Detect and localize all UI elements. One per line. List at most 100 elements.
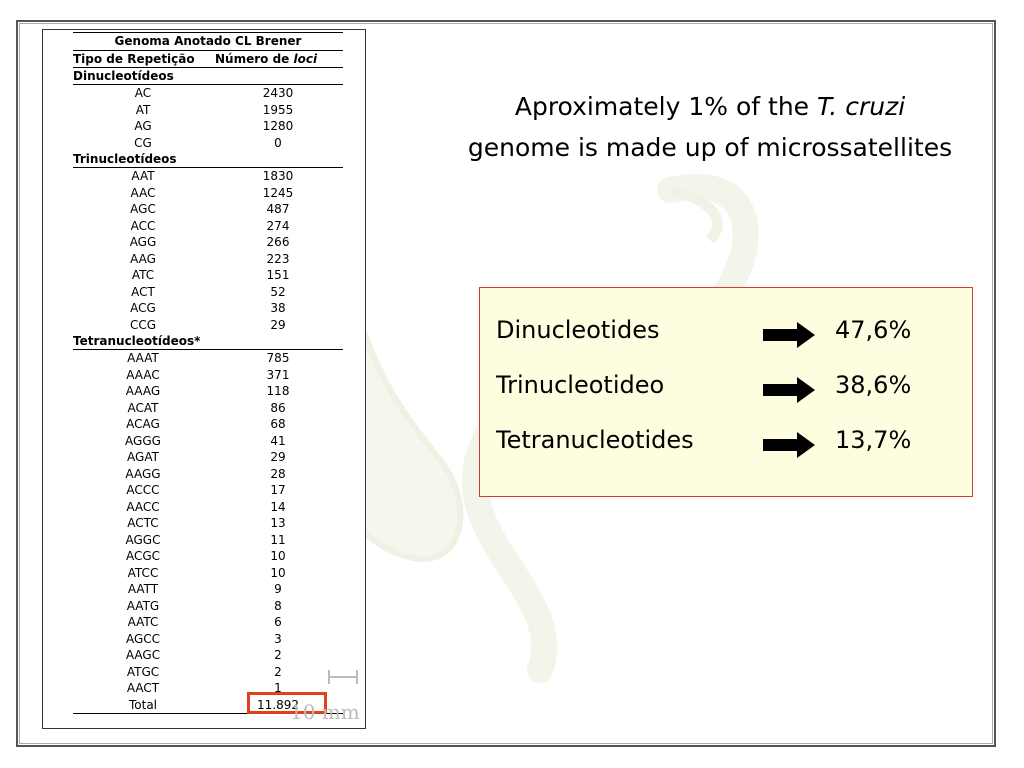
table-row: AG 1280 (73, 118, 343, 135)
total-value: 11.892 (257, 697, 299, 712)
headline-line2: genome is made up of microssatellites (467, 133, 953, 162)
table-row: CCG 29 (73, 317, 343, 334)
repeat-type-cell: ATCC (127, 565, 159, 580)
right-arrow-icon (763, 322, 815, 348)
loci-count-cell: 151 (266, 268, 290, 282)
col-header-count: Número de loci (215, 51, 343, 67)
table-title: Genoma Anotado CL Brener (73, 32, 343, 50)
repeat-type-cell: AGC (130, 202, 156, 216)
table-row: AAGG 28 (73, 466, 343, 483)
repeat-type-cell: AT (135, 102, 151, 117)
repeat-type-cell: ACCC (126, 483, 160, 497)
repeat-type-cell: AG (134, 119, 152, 133)
repeat-type-cell: ACC (130, 218, 156, 233)
scale-bar-icon (328, 670, 358, 684)
table-row: AGG 266 (73, 234, 343, 251)
loci-count-cell: 0 (274, 135, 282, 150)
table-row: AGC 487 (73, 201, 343, 218)
loci-count-cell: 9 (274, 582, 282, 596)
loci-count-cell: 1830 (262, 169, 294, 183)
repeat-type-cell: AATT (127, 582, 159, 596)
loci-count-cell: 1955 (262, 102, 294, 117)
repeat-type-cell: ATC (131, 268, 155, 282)
stat-label: Dinucleotides (496, 316, 660, 344)
repeat-type-cell: AAAG (125, 384, 161, 398)
table-row: AC 2430 (73, 85, 343, 102)
table-row: ACAG 68 (73, 416, 343, 433)
loci-count-cell: 223 (266, 251, 290, 266)
table-row: AAT 1830 (73, 168, 343, 185)
stat-row: Tetranucleotides 13,7% (480, 426, 972, 466)
section-header: Trinucleotídeos (73, 151, 343, 168)
loci-count-cell: 371 (266, 367, 290, 382)
table-row: AAAC 371 (73, 367, 343, 384)
headline-line1-prefix: Aproximately 1% of the (514, 92, 817, 121)
repeat-type-cell: AAGG (125, 466, 161, 481)
table-row: AGCC 3 (73, 631, 343, 648)
repeat-type-cell: AGGC (125, 532, 161, 547)
loci-count-cell: 3 (274, 631, 282, 646)
repeat-type-cell: AAAT (127, 351, 159, 365)
loci-count-cell: 13 (270, 516, 286, 530)
headline: Aproximately 1% of the T. cruzi genome i… (420, 86, 1000, 168)
table-row: AATT 9 (73, 581, 343, 598)
loci-count-cell: 487 (266, 202, 290, 216)
col-header-type: Tipo de Repetição (73, 52, 195, 66)
table-row: ACC 274 (73, 218, 343, 235)
loci-count-cell: 29 (270, 450, 286, 464)
table-row: ACAT 86 (73, 400, 343, 417)
table-row: AAAT 785 (73, 350, 343, 367)
loci-count-cell: 6 (274, 615, 282, 629)
repeat-table-panel: Genoma Anotado CL Brener Tipo de Repetiç… (42, 29, 366, 729)
loci-count-cell: 274 (266, 218, 290, 233)
stat-value: 38,6% (835, 371, 912, 399)
table-row: AATG 8 (73, 598, 343, 615)
table-row: AATC 6 (73, 614, 343, 631)
loci-count-cell: 10 (270, 565, 286, 580)
table-row: AACC 14 (73, 499, 343, 516)
repeat-type-cell: AACC (126, 499, 160, 514)
total-highlight-box (247, 692, 327, 714)
loci-count-cell: 28 (270, 466, 286, 481)
right-arrow-icon (763, 432, 815, 458)
table-row: CG 0 (73, 135, 343, 152)
repeat-type-cell: AACT (126, 681, 160, 695)
headline-line1: Aproximately 1% of the T. cruzi (420, 86, 1000, 127)
repeat-type-cell: AGAT (127, 450, 159, 464)
repeat-type-cell: ACG (130, 301, 156, 315)
stats-box: Dinucleotides 47,6% Trinucleotideo 38,6%… (479, 287, 973, 497)
total-row: Total 11.892 (73, 697, 343, 714)
repeat-type-cell: CG (134, 135, 152, 150)
table-row: ACG 38 (73, 300, 343, 317)
loci-count-cell: 1280 (262, 119, 294, 133)
total-label: Total (128, 697, 158, 712)
section-header: Tetranucleotídeos* (73, 333, 343, 350)
repeat-type-cell: AATG (126, 598, 160, 613)
loci-count-cell: 1 (274, 681, 282, 695)
loci-count-cell: 266 (266, 235, 290, 249)
loci-count-cell: 2430 (262, 86, 294, 100)
loci-count-cell: 52 (270, 284, 286, 299)
loci-count-cell: 41 (270, 433, 286, 448)
repeat-type-cell: AAC (130, 185, 156, 200)
table-row: AGGG 41 (73, 433, 343, 450)
section-header: Dinucleotídeos (73, 68, 343, 85)
col-header-count-italic: loci (293, 52, 318, 66)
repeat-type-cell: ACAT (127, 400, 159, 415)
repeat-type-cell: ATGC (126, 664, 160, 679)
loci-count-cell: 38 (270, 301, 286, 315)
repeat-type-cell: AC (134, 86, 152, 100)
loci-count-cell: 2 (274, 648, 282, 662)
table-row: ACTC 13 (73, 515, 343, 532)
loci-count-cell: 2 (274, 664, 282, 679)
table-row: AAC 1245 (73, 185, 343, 202)
loci-count-cell: 11 (270, 532, 286, 547)
repeat-type-cell: AGCC (125, 631, 161, 646)
stat-row: Trinucleotideo 38,6% (480, 371, 972, 411)
col-header-count-prefix: Número de (215, 52, 294, 66)
loci-count-cell: 17 (270, 483, 286, 497)
stat-value: 47,6% (835, 316, 912, 344)
repeat-type-cell: ACT (131, 284, 155, 299)
table-row: AACT 1 (73, 680, 343, 697)
loci-count-cell: 68 (270, 417, 286, 431)
